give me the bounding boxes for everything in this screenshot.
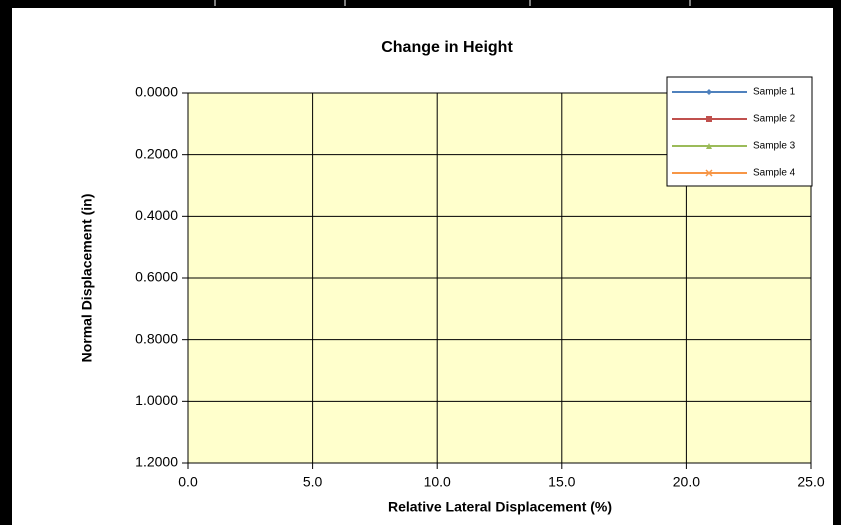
y-tick-label: 0.0000 — [135, 84, 178, 100]
legend-marker — [705, 169, 713, 177]
x-tick-label: 10.0 — [424, 474, 451, 490]
y-tick-label: 1.2000 — [135, 454, 178, 470]
x-axis-label: Relative Lateral Displacement (%) — [388, 499, 612, 515]
chart-title: Change in Height — [381, 39, 513, 56]
legend — [666, 76, 813, 187]
y-tick-label: 0.4000 — [135, 207, 178, 223]
x-tick-label: 5.0 — [303, 474, 323, 490]
legend-marker — [706, 89, 712, 95]
y-tick-label: 0.6000 — [135, 269, 178, 285]
y-tick-label: 0.2000 — [135, 145, 178, 161]
y-axis-label: Normal Displacement (in) — [79, 194, 95, 363]
x-tick-label: 15.0 — [548, 474, 575, 490]
y-tick-label: 0.8000 — [135, 330, 178, 346]
x-tick-label: 25.0 — [797, 474, 824, 490]
y-tick-label: 1.0000 — [135, 392, 178, 408]
legend-label: Sample 4 — [753, 168, 796, 179]
legend-marker — [706, 116, 712, 122]
legend-label: Sample 3 — [753, 141, 796, 152]
legend-label: Sample 1 — [753, 87, 796, 98]
legend-marker — [706, 143, 712, 149]
x-tick-label: 20.0 — [673, 474, 700, 490]
x-tick-label: 0.0 — [178, 474, 198, 490]
legend-label: Sample 2 — [753, 114, 796, 125]
